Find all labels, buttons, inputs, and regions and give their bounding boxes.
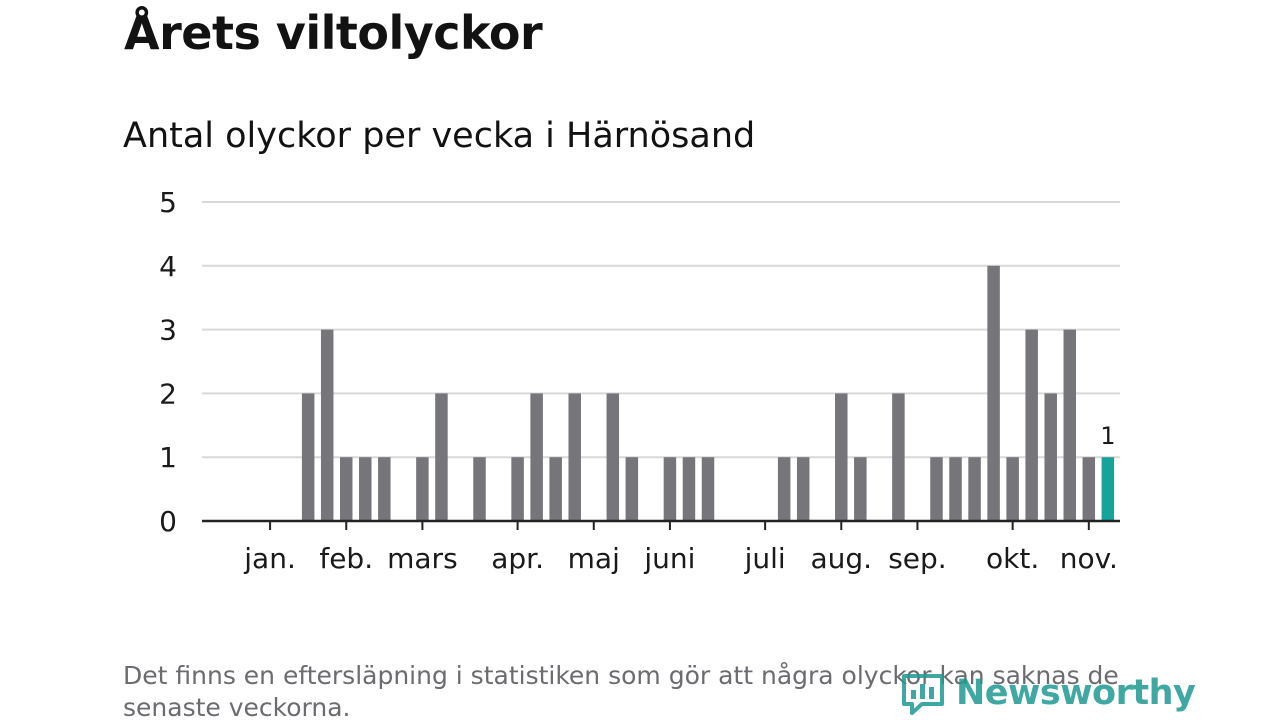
x-tick-label: apr. (491, 542, 544, 575)
y-tick-label: 0 (159, 505, 177, 538)
x-tick-label: feb. (319, 542, 373, 575)
bar (301, 393, 315, 521)
bar (530, 393, 543, 521)
y-tick-label: 1 (159, 441, 177, 474)
bar (568, 393, 581, 521)
x-tick-label: aug. (810, 542, 872, 575)
bar (473, 457, 486, 521)
newsworthy-logo: Newsworthy (900, 668, 1196, 718)
page-title: Årets viltolyckor (124, 6, 543, 60)
bar (378, 457, 391, 521)
bar (435, 393, 448, 521)
chart-subtitle: Antal olyckor per vecka i Härnösand (123, 116, 756, 156)
bar (835, 393, 848, 521)
footnote: Det finns en eftersläpning i statistiken… (123, 661, 1119, 720)
bar (549, 457, 562, 521)
bar (1044, 393, 1057, 521)
x-tick-label: jan. (243, 542, 296, 575)
bar (359, 457, 372, 521)
bar (987, 265, 1000, 521)
y-tick-label: 5 (159, 186, 177, 219)
bar-highlight (1101, 457, 1115, 521)
bar (663, 457, 677, 521)
x-tick-label: juni (643, 542, 695, 575)
y-tick-label: 3 (159, 314, 177, 347)
bar (416, 457, 429, 521)
x-tick-label: nov. (1060, 542, 1118, 575)
bar (930, 457, 943, 521)
x-tick-label: okt. (986, 542, 1039, 575)
bar (777, 457, 791, 521)
newsworthy-logo-text: Newsworthy (956, 673, 1196, 713)
y-tick-label: 4 (159, 250, 177, 283)
bar (949, 457, 962, 521)
bar (606, 393, 620, 521)
data-label: 1 (1100, 422, 1115, 450)
bar (1063, 329, 1077, 521)
bar (854, 457, 867, 521)
bar (1082, 457, 1096, 521)
newsworthy-logo-icon (902, 674, 944, 715)
bar (892, 393, 905, 521)
bar (968, 457, 981, 521)
bar (1025, 329, 1038, 521)
x-tick-label: juli (744, 542, 786, 575)
bar (625, 457, 639, 521)
bar (701, 457, 715, 521)
x-tick-label: maj (568, 542, 620, 575)
x-tick-label: sep. (888, 542, 947, 575)
bar (1006, 457, 1019, 521)
bar (682, 457, 696, 521)
bar (796, 457, 810, 521)
bar (339, 457, 353, 521)
bar (320, 329, 334, 521)
x-tick-label: mars (387, 542, 458, 575)
y-tick-label: 2 (159, 377, 177, 410)
bar (511, 457, 524, 521)
